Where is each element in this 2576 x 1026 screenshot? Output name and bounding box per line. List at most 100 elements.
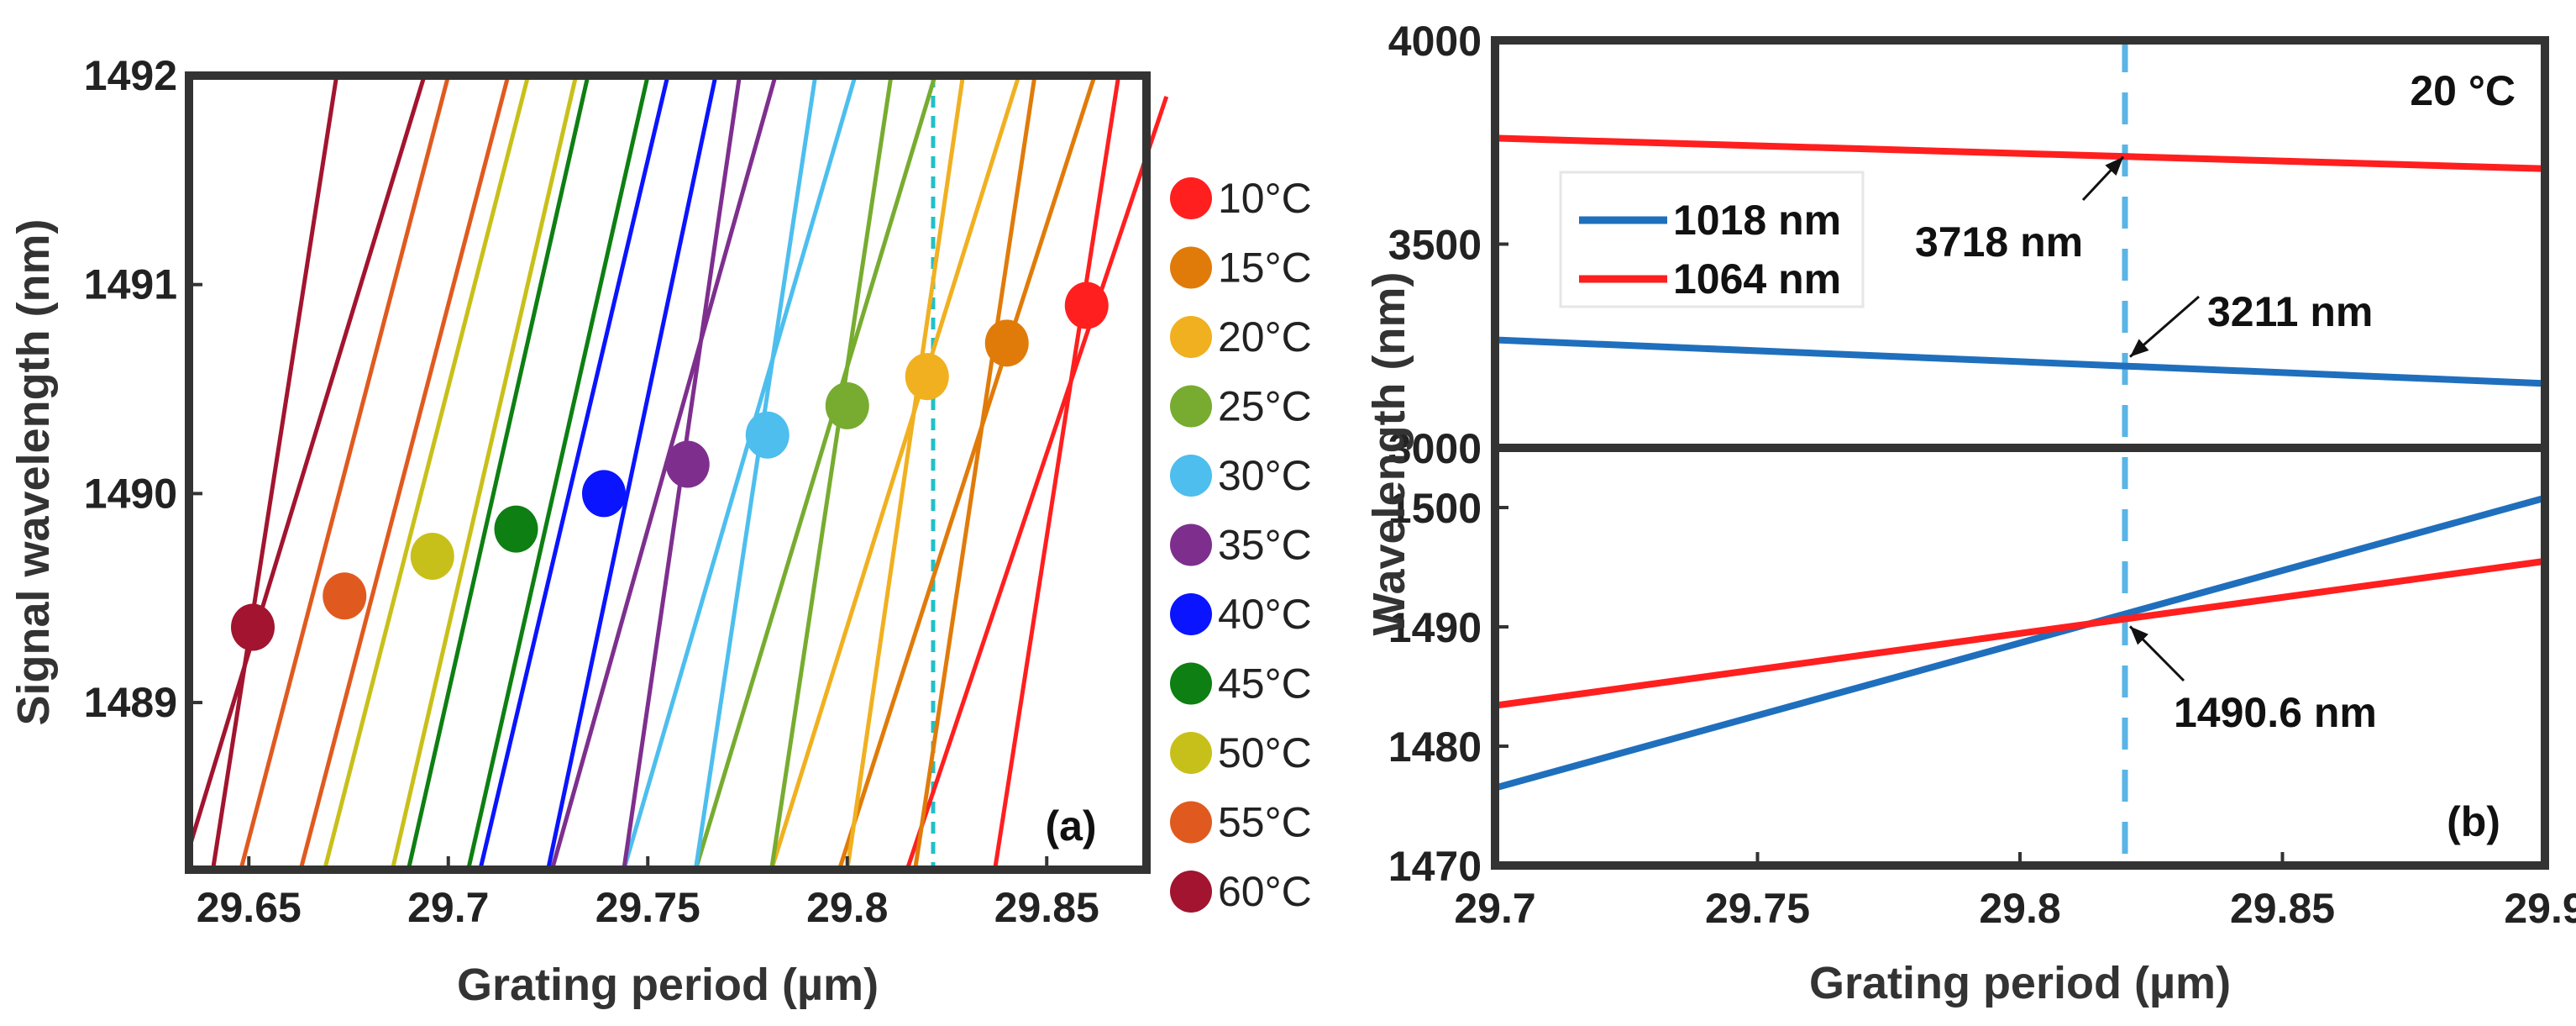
panel-a-point-35c	[665, 440, 710, 488]
panel-a-legend-marker	[1170, 246, 1212, 289]
panel-b-bottom-ytick-label: 1490	[1388, 604, 1482, 651]
panel-a-xtick-label: 29.65	[197, 884, 302, 931]
panel-b-title: 20 °C	[2410, 67, 2516, 114]
panel-a-legend-label: 15°C	[1218, 245, 1312, 292]
panel-a-ytick-label: 1491	[84, 261, 177, 308]
panel-a-line-20c-0	[769, 75, 1021, 871]
panel-a-legend-marker	[1170, 385, 1212, 428]
panel-a-legend-label: 60°C	[1218, 868, 1312, 915]
panel-b-xtick-label: 29.9	[2504, 885, 2576, 932]
panel-a-line-60c-1	[186, 75, 427, 850]
panel-a-xtick-label: 29.8	[806, 884, 888, 931]
panel-a-point-40c	[582, 470, 626, 518]
annotation-3718-arrow-head	[2105, 156, 2123, 176]
panel-a-point-60c	[231, 603, 275, 651]
panel-a-legend-label: 50°C	[1218, 729, 1312, 776]
panel-a-legend-label: 35°C	[1218, 522, 1312, 569]
panel-b-legend-label: 1018 nm	[1673, 197, 1841, 244]
panel-a-line-20c-1	[845, 75, 965, 871]
panel-a-legend-label: 55°C	[1218, 799, 1312, 846]
panel-b-legend: 1018 nm 1064 nm	[1559, 171, 1865, 308]
panel-a-xlabel: Grating period (µm)	[457, 960, 879, 1010]
panel-a-line-50c-1	[390, 75, 579, 871]
panel-a-legend-label: 40°C	[1218, 591, 1312, 638]
panel-b-top-ytick-label: 3000	[1388, 425, 1482, 472]
panel-b-xtick-label: 29.75	[1705, 885, 1810, 932]
panel-a-point-45c	[494, 505, 538, 553]
panel-a-line-60c-0	[211, 75, 339, 871]
panel-a-line-45c-1	[466, 75, 650, 871]
panel-a-legend-marker	[1170, 455, 1212, 497]
panel-a-frame	[185, 71, 1151, 874]
panel-b-top-ytick-label: 4000	[1388, 18, 1482, 65]
panel-a-line-40c-1	[546, 75, 718, 871]
panel-a-point-20c	[905, 353, 949, 401]
panel-b-bottom-ytick-label: 1500	[1388, 485, 1482, 532]
panel-b-bottom-ytick-label: 1470	[1388, 843, 1482, 890]
annotation-3211: 3211 nm	[2207, 288, 2373, 335]
panel-a-point-55c	[323, 572, 367, 620]
panel-a-legend-marker	[1170, 177, 1212, 219]
annotation-1490-6: 1490.6 nm	[2174, 689, 2377, 736]
panel-a-legend-label: 30°C	[1218, 452, 1312, 499]
panel-a-line-15c-0	[837, 75, 1097, 871]
panel-a-line-30c-1	[693, 75, 818, 871]
panel-a-label: (a)	[1045, 802, 1096, 850]
panel-b-xlabel: Grating period (µm)	[1809, 958, 2231, 1008]
panel-a-line-25c-0	[693, 75, 937, 871]
panel-b-chart: 29.7 29.75 29.8 29.85 29.9 3000 3500 4000 1470 1…	[1364, 18, 2576, 1008]
annotation-3718: 3718 nm	[1915, 218, 2083, 266]
panel-a-point-15c	[984, 319, 1029, 367]
panel-a-ytick-label: 1490	[84, 470, 177, 517]
panel-b-bottom-line-1064-nm	[1494, 557, 2546, 709]
panel-a-legend-label: 10°C	[1218, 175, 1312, 222]
panel-a-point-50c	[410, 532, 454, 580]
panel-a-xtick-label: 29.75	[595, 884, 700, 931]
panel-a-line-40c-0	[478, 75, 670, 871]
panel-a-chart: 29.65 29.7 29.75 29.8 29.85 1489 1490 1491 1492…	[8, 52, 1312, 1010]
panel-a-line-35c-0	[549, 75, 778, 871]
panel-a-line-10c-0	[993, 75, 1121, 871]
panel-a-legend-marker	[1170, 316, 1212, 358]
panel-b-label: (b)	[2447, 798, 2500, 845]
panel-b-ylabel: Wavelength (nm)	[1364, 271, 1414, 635]
panel-b-bottom-line-1018-nm	[1493, 494, 2547, 792]
panel-a-line-15c-1	[913, 75, 1037, 871]
panel-a-xtick-label: 29.7	[407, 884, 489, 931]
panel-a-legend-marker	[1170, 524, 1212, 566]
panel-a-ytick-label: 1492	[84, 52, 177, 99]
panel-a-legend-label: 45°C	[1218, 660, 1312, 708]
annotation-1490-6-arrow-head	[2130, 626, 2148, 645]
panel-a-point-25c	[825, 381, 869, 429]
panel-a-line-55c-1	[298, 75, 511, 871]
panel-a-line-10c-1	[905, 96, 1169, 871]
panel-b-bottom-ytick-label: 1480	[1388, 723, 1482, 771]
panel-a-ytick-label: 1489	[84, 679, 177, 726]
panel-a-legend-marker	[1170, 662, 1212, 705]
panel-a-legend-marker	[1170, 593, 1212, 635]
panel-a-point-30c	[745, 411, 790, 459]
panel-b-xtick-label: 29.8	[1979, 885, 2060, 932]
panel-a-line-25c-1	[769, 75, 894, 871]
panel-a-legend-marker	[1170, 871, 1212, 913]
panel-b-top-ytick-label: 3500	[1388, 222, 1482, 269]
panel-b-legend-label: 1064 nm	[1673, 255, 1841, 303]
panel-b-top-line-1064-nm	[1494, 134, 2546, 172]
panel-a-legend: 10°C 15°C 20°C 25°C 30°C 35°C 40°C 45°C 50°C 55°C…	[1170, 175, 1312, 915]
panel-a-line-30c-0	[622, 75, 858, 871]
panel-a-legend-label: 25°C	[1218, 383, 1312, 430]
panel-a-xtick-label: 29.85	[994, 884, 1099, 931]
panel-a-line-50c-0	[323, 75, 531, 871]
panel-a-point-10c	[1064, 281, 1109, 329]
panel-a-line-55c-0	[239, 75, 451, 871]
panel-b-xtick-label: 29.85	[2230, 885, 2335, 932]
panel-a-line-45c-0	[406, 75, 590, 871]
panel-b-xtick-label: 29.7	[1454, 885, 1535, 932]
annotation-3211-arrow-head	[2130, 339, 2149, 357]
panel-a-legend-label: 20°C	[1218, 313, 1312, 360]
panel-a-ylabel: Signal wavelength (nm)	[8, 218, 59, 725]
panel-b-legend-box	[1559, 171, 1865, 308]
panel-a-legend-marker	[1170, 801, 1212, 844]
panel-b-top-line-1018-nm	[1494, 336, 2546, 387]
